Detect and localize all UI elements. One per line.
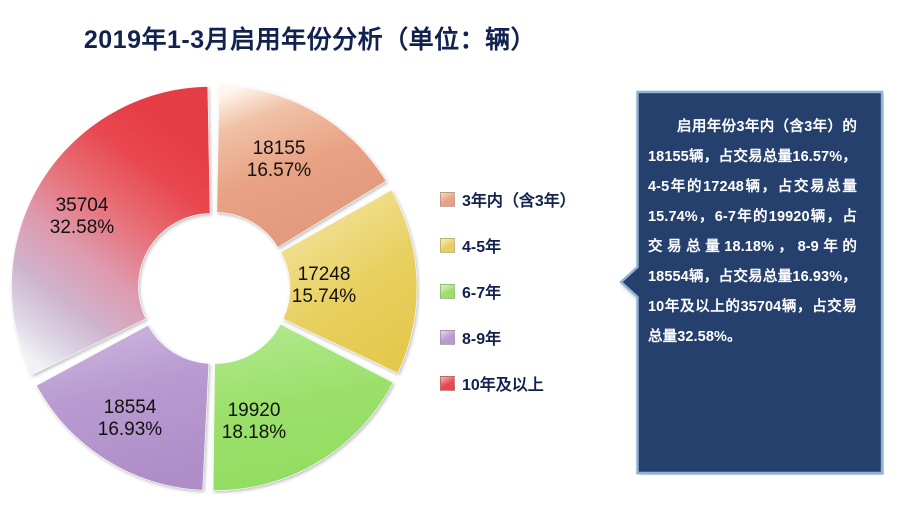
legend-item-3y[interactable]: 3年内（含3年） — [440, 176, 610, 222]
summary-callout: 启用年份3年内（含3年）的18155辆，占交易总量16.57%，4-5年的172… — [619, 90, 884, 475]
legend-label-4-5y: 4-5年 — [462, 239, 502, 256]
page-title: 2019年1-3月启用年份分析（单位：辆） — [83, 26, 537, 54]
legend-swatch-icon-6-7y — [440, 283, 455, 299]
legend-item-6-7y[interactable]: 6-7年 — [440, 268, 610, 314]
legend-swatch-icon-8-9y — [440, 329, 455, 345]
donut-chart: 18155 16.57% 17248 15.74% 19920 18.18% 1… — [8, 82, 420, 494]
legend-label-6-7y: 6-7年 — [462, 285, 502, 302]
summary-callout-text: 启用年份3年内（含3年）的18155辆，占交易总量16.57%，4-5年的172… — [648, 119, 857, 345]
donut-slice-4[interactable] — [11, 86, 211, 376]
callout-shape — [619, 90, 884, 475]
chart-legend: 3年内（含3年） 4-5年 6-7年 8-9年 10年及以上 — [440, 176, 610, 406]
donut-slice-1[interactable] — [280, 189, 418, 374]
legend-swatch-icon-3y — [440, 191, 455, 207]
legend-label-8-9y: 8-9年 — [462, 331, 502, 348]
legend-label-3y: 3年内（含3年） — [462, 193, 576, 210]
legend-item-8-9y[interactable]: 8-9年 — [440, 314, 610, 360]
donut-slice-0[interactable] — [216, 85, 387, 248]
legend-item-4-5y[interactable]: 4-5年 — [440, 222, 610, 268]
legend-swatch-icon-4-5y — [440, 237, 455, 253]
legend-label-10y: 10年及以上 — [462, 377, 544, 394]
donut-chart-svg — [11, 85, 418, 491]
donut-slice-2[interactable] — [212, 323, 394, 491]
legend-item-10y[interactable]: 10年及以上 — [440, 360, 610, 406]
legend-swatch-icon-10y — [440, 375, 455, 391]
donut-slice-3[interactable] — [35, 324, 210, 491]
